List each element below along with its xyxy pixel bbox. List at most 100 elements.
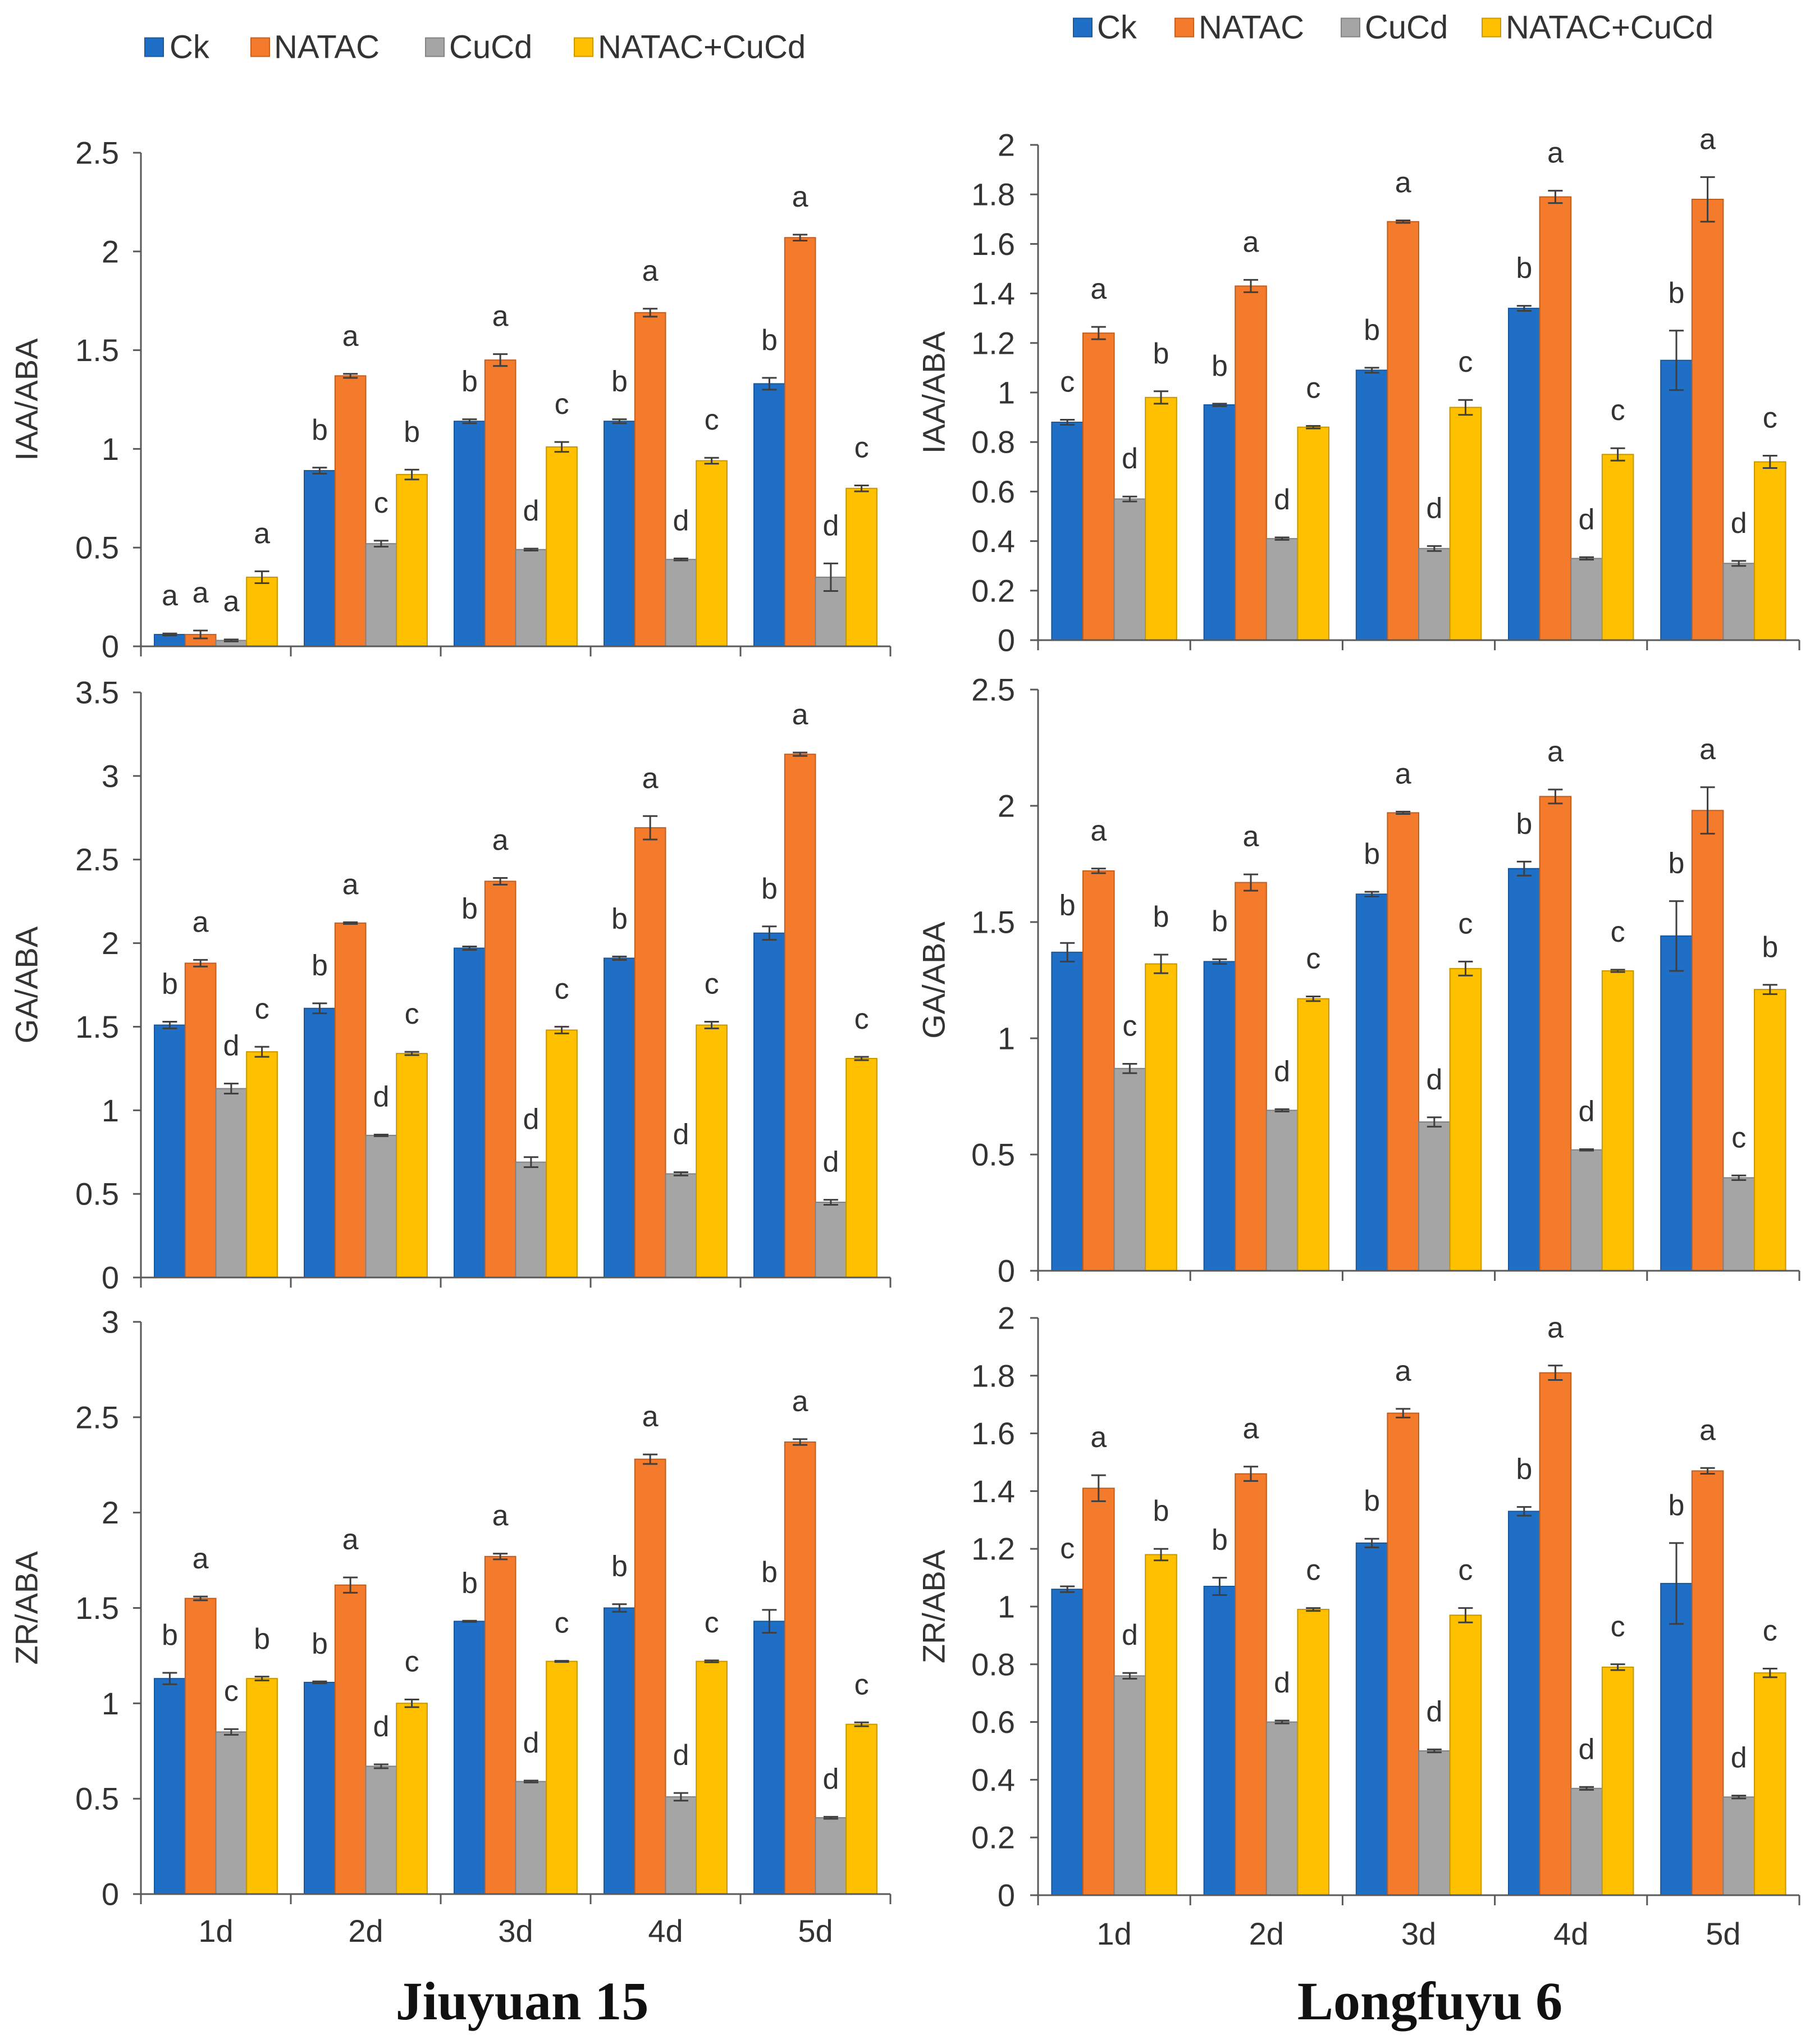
- bar-longfuyu-6-zr-aba-cucd-5d: [1722, 1796, 1755, 1896]
- y-tick-label-0-8: 0.8: [971, 1646, 1015, 1682]
- sig-letter-jiuyuan-15-iaa-aba-natac-plus-cucd-2d: b: [404, 416, 420, 448]
- y-tick-label-0-5: 0.5: [971, 1137, 1015, 1172]
- sig-letter-longfuyu-6-iaa-aba-ck-3d: b: [1364, 314, 1380, 346]
- error-bar-jiuyuan-15-zr-aba-natac-plus-cucd-4d: [704, 1659, 719, 1663]
- error-bar-jiuyuan-15-ga-aba-ck-4d: [612, 955, 627, 961]
- legend-swatch-ck: [144, 37, 164, 57]
- error-bar-longfuyu-6-iaa-aba-cucd-1d: [1122, 495, 1137, 503]
- bar-longfuyu-6-iaa-aba-natac-plus-cucd-4d: [1601, 454, 1634, 641]
- y-tick-label-1-8: 1.8: [971, 177, 1015, 212]
- bar-longfuyu-6-ga-aba-natac-plus-cucd-4d: [1601, 970, 1634, 1271]
- x-category-label-1d: 1d: [1096, 1916, 1131, 1951]
- axes: 0 0.5 1 1.5 2 2.5 3 3.5 GA/ABA: [9, 675, 892, 1295]
- bar-longfuyu-6-zr-aba-natac-4d: [1539, 1372, 1572, 1896]
- y-tick-label-2: 2: [102, 1495, 119, 1530]
- error-bars: [162, 234, 869, 642]
- x-category-label-3d: 3d: [498, 1913, 533, 1949]
- legend-label-ck: Ck: [170, 29, 210, 66]
- error-bar-jiuyuan-15-ga-aba-ck-2d: [312, 1002, 327, 1015]
- bar-longfuyu-6-ga-aba-cucd-5d: [1722, 1177, 1755, 1271]
- error-bar-jiuyuan-15-ga-aba-cucd-2d: [373, 1133, 388, 1137]
- sig-letter-jiuyuan-15-ga-aba-cucd-3d: d: [523, 1103, 539, 1136]
- sig-letter-longfuyu-6-ga-aba-cucd-1d: c: [1122, 1010, 1137, 1043]
- bar-longfuyu-6-iaa-aba-natac-3d: [1387, 221, 1419, 641]
- error-bar-jiuyuan-15-ga-aba-natac-plus-cucd-2d: [404, 1051, 419, 1056]
- error-bar-jiuyuan-15-zr-aba-ck-5d: [762, 1609, 777, 1634]
- legend-jiuyuan-15: Ck NATAC CuCd NATAC+CuCd: [144, 29, 806, 66]
- bar-longfuyu-6-zr-aba-natac-1d: [1082, 1488, 1115, 1896]
- bar-longfuyu-6-zr-aba-cucd-3d: [1418, 1750, 1451, 1896]
- bar-jiuyuan-15-iaa-aba-ck-5d: [753, 383, 785, 647]
- bar-jiuyuan-15-zr-aba-ck-2d: [304, 1682, 336, 1895]
- error-bar-longfuyu-6-iaa-aba-natac-3d: [1396, 220, 1411, 224]
- bar-jiuyuan-15-zr-aba-natac-plus-cucd-1d: [246, 1678, 278, 1895]
- sig-letter-longfuyu-6-iaa-aba-cucd-5d: d: [1731, 507, 1747, 540]
- sig-letter-longfuyu-6-ga-aba-natac-4d: a: [1547, 736, 1564, 768]
- sig-letter-longfuyu-6-zr-aba-cucd-2d: d: [1274, 1667, 1290, 1699]
- bar-longfuyu-6-zr-aba-natac-3d: [1387, 1412, 1419, 1896]
- sig-letter-jiuyuan-15-iaa-aba-ck-4d: b: [611, 366, 628, 398]
- x-category-label-5d: 5d: [798, 1913, 833, 1949]
- bar-longfuyu-6-iaa-aba-natac-plus-cucd-5d: [1754, 461, 1786, 641]
- bar-jiuyuan-15-ga-aba-ck-4d: [604, 957, 636, 1278]
- bar-jiuyuan-15-zr-aba-cucd-5d: [815, 1817, 847, 1895]
- bar-longfuyu-6-zr-aba-natac-plus-cucd-2d: [1297, 1609, 1329, 1896]
- legend-swatch-natac: [1174, 17, 1194, 38]
- error-bar-longfuyu-6-ga-aba-cucd-1d: [1122, 1063, 1137, 1074]
- sig-letter-longfuyu-6-zr-aba-ck-3d: b: [1364, 1485, 1380, 1517]
- axes: 0 0.5 1 1.5 2 2.5 IAA/ABA: [9, 135, 892, 664]
- sig-letter-longfuyu-6-zr-aba-ck-5d: b: [1669, 1489, 1685, 1522]
- sig-letter-jiuyuan-15-ga-aba-natac-4d: a: [642, 762, 659, 795]
- y-tick-label-2: 2: [102, 234, 119, 269]
- sig-letter-longfuyu-6-ga-aba-cucd-3d: d: [1426, 1064, 1442, 1096]
- axes: 0 0.5 1 1.5 2 2.5 GA/ABA: [916, 672, 1800, 1289]
- error-bar-jiuyuan-15-iaa-aba-cucd-3d: [523, 548, 538, 551]
- bar-longfuyu-6-iaa-aba-natac-2d: [1235, 285, 1267, 641]
- y-tick-label-2: 2: [998, 788, 1015, 824]
- error-bar-longfuyu-6-zr-aba-ck-1d: [1060, 1585, 1075, 1593]
- chart-longfuyu-6-iaa-aba: c b b b b a a a a a d d d d d b c c c c 0 0.2 0.4 0.6 0.8 1 1.2 1.4…: [916, 123, 1800, 658]
- y-tick-label-1-5: 1.5: [971, 905, 1015, 940]
- error-bar-longfuyu-6-ga-aba-natac-plus-cucd-5d: [1762, 984, 1777, 995]
- bar-longfuyu-6-zr-aba-natac-plus-cucd-4d: [1601, 1666, 1634, 1896]
- error-bar-jiuyuan-15-ga-aba-ck-5d: [762, 925, 777, 941]
- error-bar-longfuyu-6-ga-aba-ck-3d: [1364, 891, 1379, 897]
- bar-jiuyuan-15-zr-aba-natac-3d: [484, 1555, 517, 1895]
- error-bar-jiuyuan-15-ga-aba-cucd-3d: [523, 1156, 538, 1169]
- sig-letter-longfuyu-6-ga-aba-natac-plus-cucd-1d: b: [1153, 901, 1169, 933]
- significance-letters: c b b b b a a a a a d d d d d b c c c c: [1060, 1312, 1777, 1774]
- bar-longfuyu-6-zr-aba-cucd-2d: [1265, 1721, 1299, 1896]
- chart-longfuyu-6-ga-aba: b b b b b a a a a a c d d d c b c c c b 0 0.5 1 1.5 2 2.5 GA/ABA: [916, 672, 1800, 1289]
- error-bar-longfuyu-6-zr-aba-ck-2d: [1212, 1577, 1227, 1596]
- panel-longfuyu-6: Ck NATAC CuCd NATAC+CuCd Longfuyu 6 c b b b b a a a a…: [916, 10, 1800, 2031]
- sig-letter-longfuyu-6-ga-aba-ck-4d: b: [1516, 807, 1532, 840]
- bar-jiuyuan-15-ga-aba-ck-1d: [154, 1024, 186, 1278]
- sig-letter-jiuyuan-15-iaa-aba-natac-2d: a: [342, 320, 359, 353]
- y-tick-label-0-4: 0.4: [971, 523, 1015, 559]
- sig-letter-longfuyu-6-ga-aba-natac-plus-cucd-4d: c: [1611, 916, 1625, 948]
- error-bar-jiuyuan-15-iaa-aba-cucd-2d: [373, 540, 388, 548]
- error-bar-jiuyuan-15-iaa-aba-ck-5d: [762, 377, 777, 391]
- x-category-label-1d: 1d: [198, 1913, 233, 1949]
- sig-letter-jiuyuan-15-zr-aba-natac-plus-cucd-1d: b: [254, 1623, 270, 1655]
- error-bars: [1060, 176, 1777, 567]
- bar-jiuyuan-15-zr-aba-natac-plus-cucd-5d: [845, 1723, 877, 1895]
- legend-swatch-natac: [250, 37, 270, 57]
- bar-jiuyuan-15-iaa-aba-cucd-3d: [515, 549, 547, 647]
- error-bar-longfuyu-6-iaa-aba-ck-3d: [1364, 367, 1379, 374]
- significance-letters: b b b b b a a a a a c d d d c b c c c b: [1059, 733, 1779, 1154]
- bar-longfuyu-6-ga-aba-ck-2d: [1203, 961, 1236, 1271]
- sig-letter-jiuyuan-15-iaa-aba-cucd-5d: d: [822, 509, 839, 542]
- error-bar-longfuyu-6-iaa-aba-natac-plus-cucd-4d: [1610, 447, 1625, 462]
- error-bar-jiuyuan-15-zr-aba-ck-2d: [312, 1680, 327, 1685]
- y-axis-title-ga-aba: GA/ABA: [9, 926, 44, 1043]
- bar-jiuyuan-15-iaa-aba-natac-plus-cucd-2d: [396, 474, 428, 647]
- sig-letter-longfuyu-6-ga-aba-cucd-4d: d: [1579, 1096, 1595, 1128]
- error-bar-longfuyu-6-iaa-aba-natac-1d: [1091, 326, 1106, 340]
- sig-letter-jiuyuan-15-ga-aba-ck-1d: b: [162, 968, 178, 1001]
- error-bar-jiuyuan-15-zr-aba-cucd-2d: [373, 1763, 388, 1769]
- x-category-label-4d: 4d: [1553, 1916, 1588, 1951]
- y-tick-label-1-4: 1.4: [971, 276, 1015, 311]
